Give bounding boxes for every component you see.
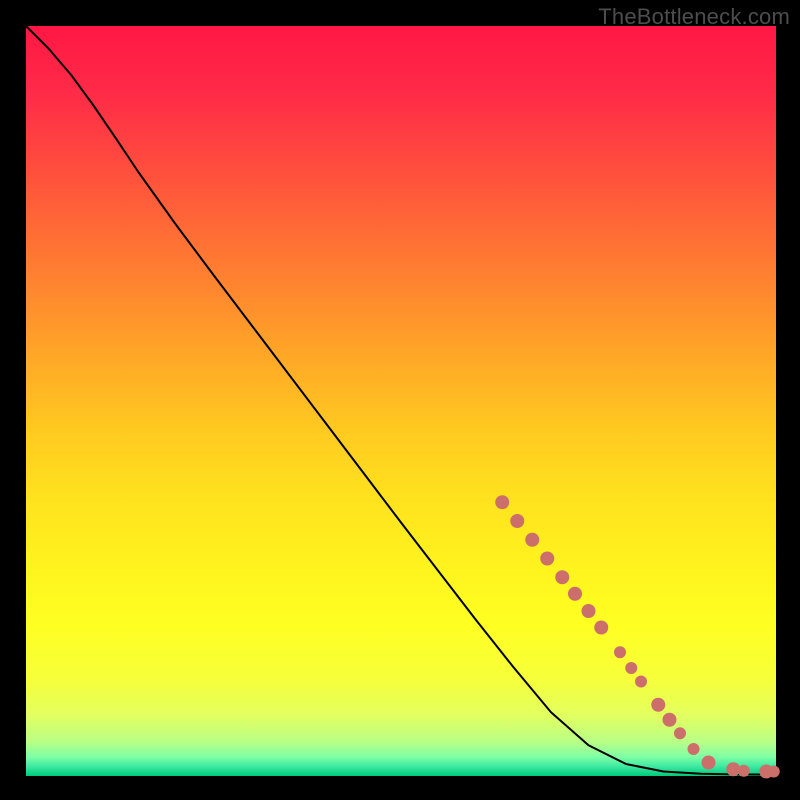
curve-marker	[568, 587, 582, 601]
curve-marker	[726, 762, 740, 776]
curve-marker	[688, 743, 700, 755]
watermark-text: TheBottleneck.com	[598, 4, 790, 30]
curve-marker	[614, 646, 626, 658]
curve-marker	[674, 727, 686, 739]
curve-marker	[702, 756, 716, 770]
curve-marker	[594, 621, 608, 635]
curve-marker	[651, 698, 665, 712]
curve-marker	[759, 765, 773, 779]
curve-marker	[510, 514, 524, 528]
plot-background	[26, 26, 776, 776]
bottleneck-curve	[26, 26, 776, 775]
curve-marker	[663, 713, 677, 727]
curve-marker	[768, 766, 780, 778]
curve-marker	[635, 676, 647, 688]
curve-marker	[525, 533, 539, 547]
curve-marker	[625, 662, 637, 674]
plot-svg	[0, 0, 800, 800]
curve-marker	[555, 570, 569, 584]
chart-stage: TheBottleneck.com	[0, 0, 800, 800]
curve-marker	[738, 765, 750, 777]
curve-marker	[495, 495, 509, 509]
curve-markers	[495, 495, 780, 778]
curve-marker	[582, 604, 596, 618]
curve-marker	[540, 552, 554, 566]
